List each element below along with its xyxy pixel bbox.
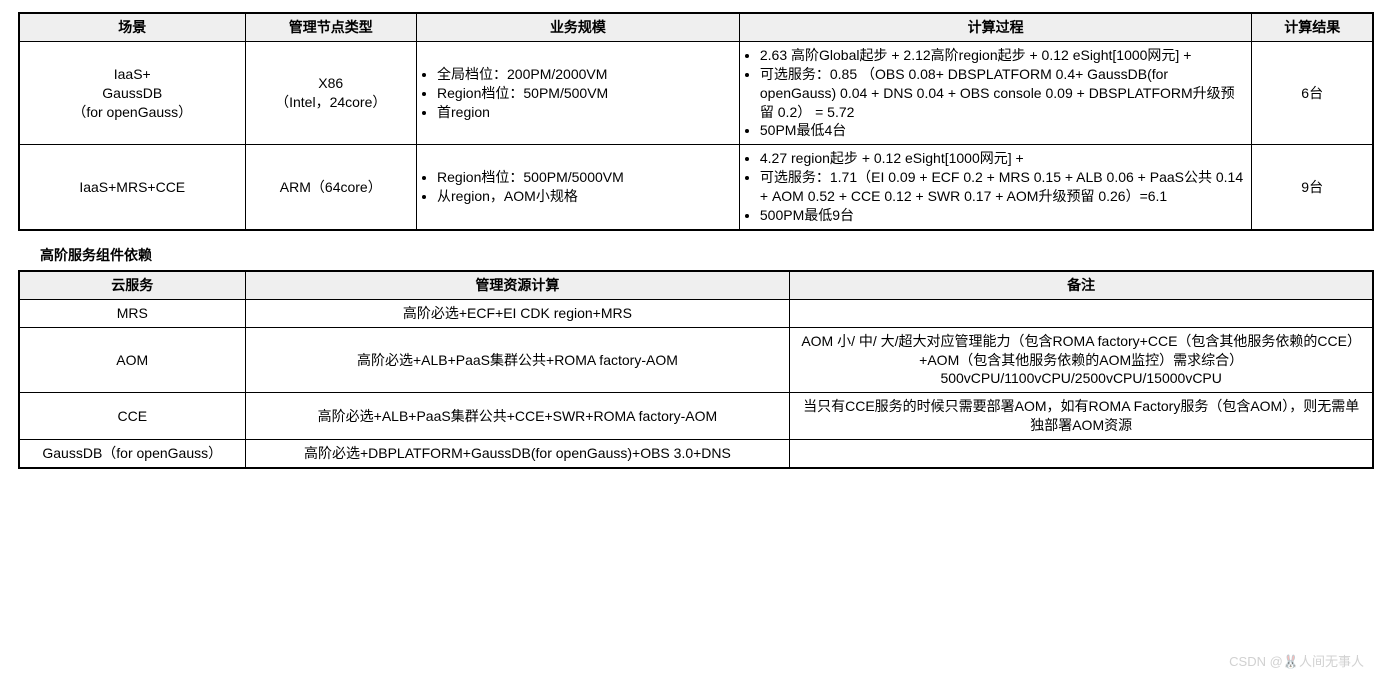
watermark: CSDN @🐰人间无事人: [1229, 651, 1364, 670]
cell-scene: IaaS+GaussDB（for openGauss）: [19, 41, 245, 144]
column-header: 云服务: [19, 271, 245, 299]
cell-note: AOM 小/ 中/ 大/超大对应管理能力（包含ROMA factory+CCE（…: [790, 327, 1373, 393]
cell-result: 9台: [1252, 145, 1373, 230]
cell-service: CCE: [19, 393, 245, 440]
cell-scale: 全局档位：200PM/2000VMRegion档位：50PM/500VM首reg…: [417, 41, 740, 144]
cell-result: 6台: [1252, 41, 1373, 144]
table-scenarios: 场景管理节点类型业务规模计算过程计算结果 IaaS+GaussDB（for op…: [18, 12, 1374, 231]
cell-process: 4.27 region起步 + 0.12 eSight[1000网元] +可选服…: [739, 145, 1252, 230]
section-title: 高阶服务组件依赖: [40, 245, 1374, 265]
cell-process: 2.63 高阶Global起步 + 2.12高阶region起步 + 0.12 …: [739, 41, 1252, 144]
cell-note: 当只有CCE服务的时候只需要部署AOM，如有ROMA Factory服务（包含A…: [790, 393, 1373, 440]
cell-note: [790, 299, 1373, 327]
table-row: CCE高阶必选+ALB+PaaS集群公共+CCE+SWR+ROMA factor…: [19, 393, 1373, 440]
table-header-row: 云服务管理资源计算备注: [19, 271, 1373, 299]
column-header: 管理节点类型: [245, 13, 417, 41]
cell-calc: 高阶必选+ALB+PaaS集群公共+ROMA factory-AOM: [245, 327, 790, 393]
cell-node-type: ARM（64core）: [245, 145, 417, 230]
cell-scene: IaaS+MRS+CCE: [19, 145, 245, 230]
cell-calc: 高阶必选+ALB+PaaS集群公共+CCE+SWR+ROMA factory-A…: [245, 393, 790, 440]
column-header: 计算过程: [739, 13, 1252, 41]
table-row: MRS高阶必选+ECF+EI CDK region+MRS: [19, 299, 1373, 327]
table-row: IaaS+MRS+CCEARM（64core）Region档位：500PM/50…: [19, 145, 1373, 230]
table-dependencies: 云服务管理资源计算备注 MRS高阶必选+ECF+EI CDK region+MR…: [18, 270, 1374, 469]
column-header: 计算结果: [1252, 13, 1373, 41]
column-header: 管理资源计算: [245, 271, 790, 299]
column-header: 业务规模: [417, 13, 740, 41]
cell-service: GaussDB（for openGauss）: [19, 440, 245, 468]
cell-service: MRS: [19, 299, 245, 327]
table-header-row: 场景管理节点类型业务规模计算过程计算结果: [19, 13, 1373, 41]
cell-calc: 高阶必选+ECF+EI CDK region+MRS: [245, 299, 790, 327]
cell-note: [790, 440, 1373, 468]
table-row: AOM高阶必选+ALB+PaaS集群公共+ROMA factory-AOMAOM…: [19, 327, 1373, 393]
table-row: GaussDB（for openGauss）高阶必选+DBPLATFORM+Ga…: [19, 440, 1373, 468]
cell-calc: 高阶必选+DBPLATFORM+GaussDB(for openGauss)+O…: [245, 440, 790, 468]
column-header: 备注: [790, 271, 1373, 299]
cell-service: AOM: [19, 327, 245, 393]
column-header: 场景: [19, 13, 245, 41]
table-row: IaaS+GaussDB（for openGauss）X86（Intel，24c…: [19, 41, 1373, 144]
cell-scale: Region档位：500PM/5000VM从region，AOM小规格: [417, 145, 740, 230]
cell-node-type: X86（Intel，24core）: [245, 41, 417, 144]
